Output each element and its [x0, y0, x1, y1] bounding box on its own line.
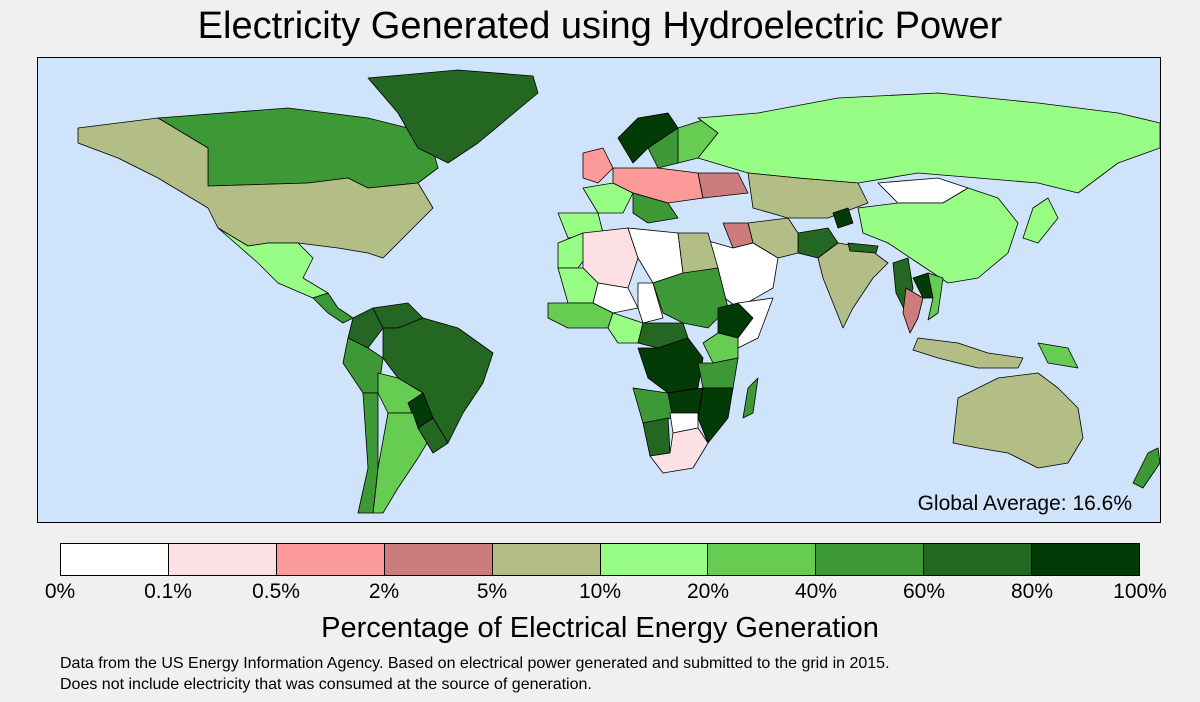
legend-swatch-0 [61, 544, 169, 575]
region-uruguay [417, 417, 449, 454]
legend-tick-label: 0.1% [144, 580, 192, 603]
region-ukraine [697, 172, 749, 199]
region-dr-congo [637, 337, 704, 394]
region-france [582, 182, 634, 214]
world-map: Global Average: 16.6% [37, 57, 1161, 523]
source-line-2: Does not include electricity that was co… [60, 676, 592, 693]
region-new-zealand [1132, 447, 1160, 489]
legend-tick-label: 60% [902, 580, 946, 603]
region-central-europe [612, 167, 704, 204]
region-australia [952, 372, 1084, 469]
region-united-kingdom [582, 147, 614, 184]
region-chile [357, 392, 379, 514]
legend-swatch-3 [384, 544, 493, 575]
legend-swatch-9 [1032, 544, 1140, 575]
legend-title: Percentage of Electrical Energy Generati… [321, 612, 879, 644]
legend-swatch-5 [600, 544, 709, 575]
region-egypt [677, 232, 719, 274]
legend-tick-label: 0% [44, 580, 76, 603]
region-thailand [902, 287, 924, 334]
region-united-states [77, 117, 434, 259]
region-vietnam [927, 272, 944, 321]
region-south-africa [649, 427, 709, 474]
region-balkans [632, 192, 679, 224]
legend-swatch-1 [168, 544, 277, 575]
legend-tick-label: 40% [794, 580, 838, 603]
region-colombia [347, 307, 384, 349]
legend-tick-label: 0.5% [252, 580, 300, 603]
region-madagascar [742, 377, 759, 419]
legend-swatch-6 [708, 544, 817, 575]
legend-tick-label: 20% [686, 580, 730, 603]
legend-swatch-2 [276, 544, 385, 575]
region-japan [1022, 197, 1059, 244]
region-sudan [652, 267, 729, 329]
region-kenya [702, 332, 739, 364]
legend-ticks: 0% 0.1% 0.5% 2% 5% 10% 20% 40% 60% 80% 100% [0, 578, 1200, 608]
source-line-1: Data from the US Energy Information Agen… [60, 655, 890, 672]
legend-tick-label: 2% [368, 580, 400, 603]
region-tanzania [697, 357, 739, 389]
source-note: Data from the US Energy Information Agen… [60, 653, 890, 695]
legend-swatch-7 [816, 544, 925, 575]
region-nigeria [607, 312, 644, 344]
region-tajikistan [832, 207, 854, 229]
region-central-america [312, 292, 354, 324]
region-indonesia [912, 337, 1024, 369]
legend-swatch-4 [492, 544, 601, 575]
legend-tick-label: 100% [1113, 580, 1167, 603]
region-india [817, 242, 889, 329]
map-title: Electricity Generated using Hydroelectri… [197, 5, 1003, 47]
region-chad [637, 282, 664, 324]
region-mozambique [697, 387, 734, 444]
region-nepal [847, 242, 879, 254]
region-mexico [217, 227, 329, 299]
legend-swatch-8 [924, 544, 1033, 575]
region-namibia [642, 417, 671, 457]
legend-tick-label: 5% [476, 580, 508, 603]
region-niger [592, 282, 639, 314]
legend-tick-label: 80% [1010, 580, 1054, 603]
color-legend [60, 543, 1140, 576]
region-angola [632, 387, 674, 424]
region-peru [342, 337, 384, 394]
global-average-label: Global Average: 16.6% [917, 492, 1132, 515]
legend-tick-label: 10% [578, 580, 622, 603]
region-papua-new-guinea [1037, 342, 1079, 369]
region-china [857, 187, 1019, 284]
region-greenland [367, 69, 539, 164]
world-map-svg [77, 69, 1160, 514]
